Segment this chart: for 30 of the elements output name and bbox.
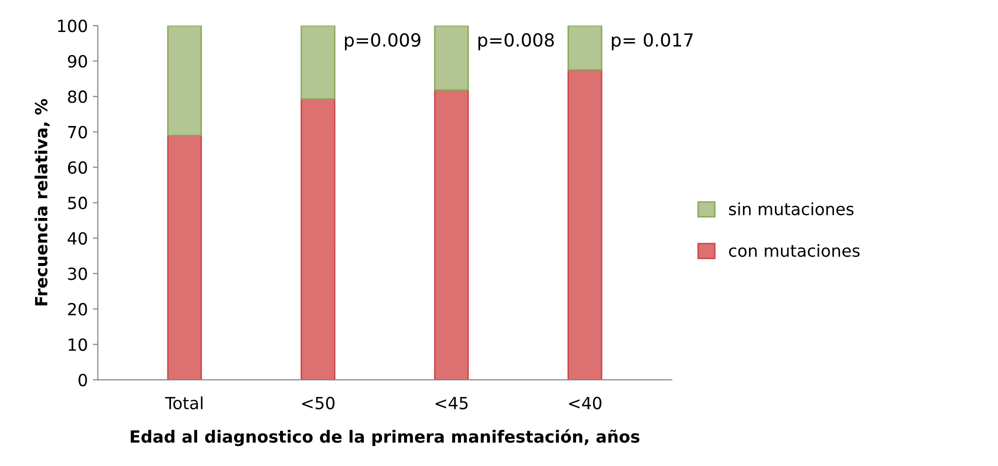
- annotation: p=0.009: [345, 33, 420, 50]
- y-tick-label: 50: [68, 196, 87, 210]
- y-tick-label: 60: [68, 161, 87, 174]
- x-tick-label: <45: [436, 396, 468, 410]
- bar: [167, 26, 202, 136]
- y-tick-label: 90: [68, 55, 87, 68]
- bar: [300, 98, 336, 380]
- bar: [568, 26, 602, 71]
- x-tick-label: Total: [165, 396, 202, 410]
- bar: [434, 26, 469, 91]
- bar: [167, 134, 202, 380]
- legend-label: sin mutaciones: [729, 202, 854, 216]
- y-axis-title: Frecuencia relativa, %: [34, 98, 50, 306]
- annotation: p=0.008: [478, 33, 554, 50]
- y-tick-label: 70: [68, 126, 87, 138]
- legend-label: con mutaciones: [729, 244, 860, 257]
- y-tick-label: 10: [68, 338, 87, 351]
- bar: [434, 89, 469, 380]
- bar: [568, 69, 602, 380]
- y-tick-label: 80: [68, 90, 87, 104]
- bar: [300, 26, 336, 100]
- y-tick-label: 20: [68, 302, 87, 316]
- x-tick-label: <40: [569, 396, 602, 410]
- x-tick-label: <50: [302, 396, 334, 410]
- annotation: p= 0.017: [612, 33, 693, 50]
- y-tick-label: 100: [58, 20, 87, 32]
- y-tick-label: 0: [78, 374, 87, 386]
- y-tick-label: 30: [68, 268, 87, 280]
- y-tick-label: 40: [68, 232, 87, 245]
- x-axis-title: Edad al diagnostico de la primera manifestación, años: [130, 429, 640, 446]
